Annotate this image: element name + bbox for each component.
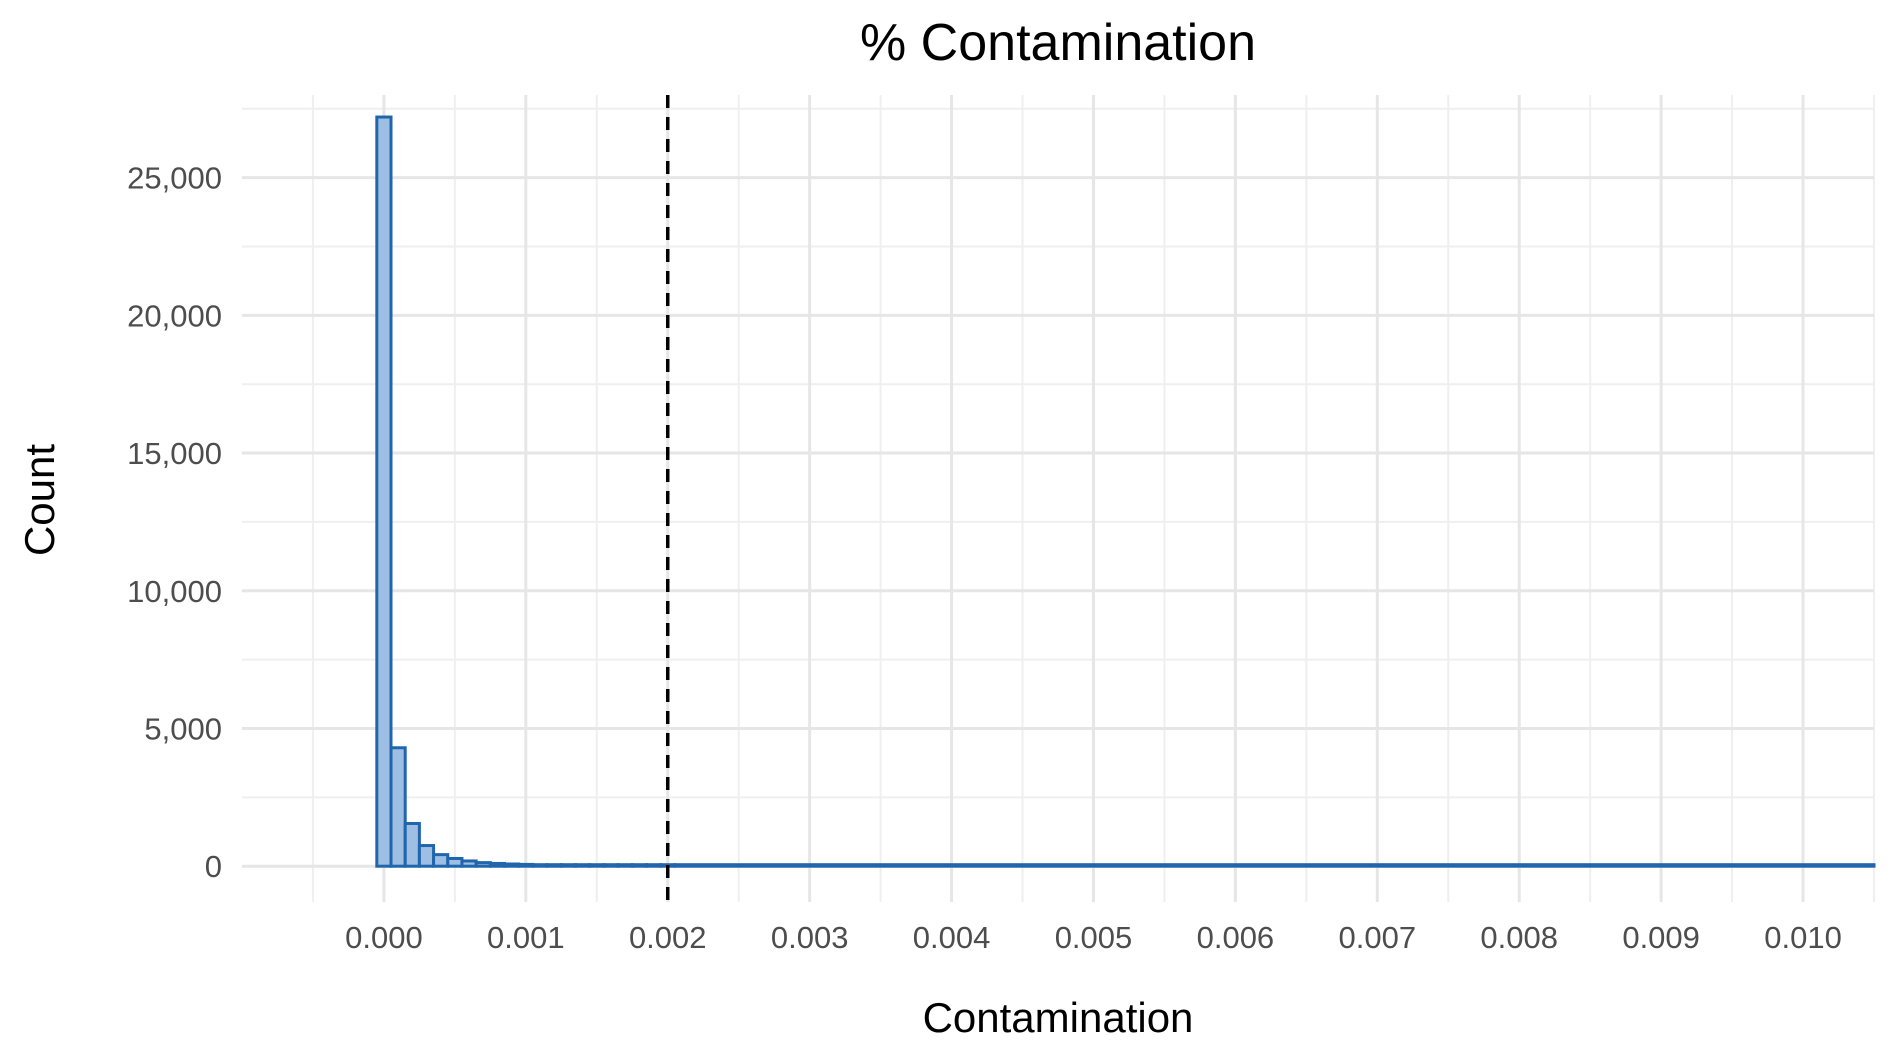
histogram-bars [375, 115, 1876, 868]
x-tick-label: 0.009 [1622, 920, 1700, 955]
x-tick-label: 0.004 [913, 920, 991, 955]
histogram-bar [545, 863, 563, 868]
x-tick-label: 0.003 [771, 920, 849, 955]
x-tick-label: 0.007 [1339, 920, 1417, 955]
histogram-bar [375, 115, 393, 868]
y-tick-label: 20,000 [127, 298, 222, 333]
histogram-bar [616, 863, 634, 868]
grid [242, 95, 1875, 902]
histogram-bar [446, 856, 464, 868]
histogram-bar [559, 863, 577, 868]
histogram-bar [644, 863, 663, 868]
chart-title: % Contamination [860, 14, 1256, 72]
histogram-bar [602, 863, 620, 868]
x-tick-label: 0.005 [1055, 920, 1133, 955]
histogram-bar [503, 862, 521, 868]
histogram-bar [403, 822, 421, 868]
histogram-bar [531, 863, 549, 868]
y-tick-label: 15,000 [127, 436, 222, 471]
x-tick-label: 0.002 [629, 920, 707, 955]
histogram-bar [417, 844, 436, 868]
x-tick-label: 0.001 [487, 920, 565, 955]
y-tick-label: 10,000 [127, 574, 222, 609]
x-tick-label: 0.008 [1480, 920, 1558, 955]
histogram-bar [630, 863, 648, 868]
x-axis-label: Contamination [923, 994, 1194, 1041]
x-axis-ticks: 0.000 0.001 0.002 0.003 0.004 0.005 0.006 0.007… [345, 920, 1842, 955]
x-tick-label: 0.006 [1197, 920, 1275, 955]
histogram-bar [432, 853, 450, 868]
histogram-bar [517, 862, 535, 868]
y-axis-label: Count [16, 444, 63, 556]
x-tick-label: 0.010 [1764, 920, 1842, 955]
histogram-bar [474, 861, 492, 868]
histogram-bar [573, 863, 592, 868]
histogram-bar [488, 861, 507, 868]
y-tick-label: 25,000 [127, 161, 222, 196]
y-axis-ticks: 0 5,000 10,000 15,000 20,000 25,000 [127, 161, 222, 885]
histogram-bar [460, 859, 478, 868]
histogram-bar [389, 746, 407, 868]
histogram-tail-bars [673, 863, 1876, 868]
y-tick-label: 5,000 [144, 711, 222, 746]
histogram-bar [588, 863, 606, 868]
y-tick-label: 0 [205, 849, 222, 884]
x-tick-label: 0.000 [345, 920, 423, 955]
